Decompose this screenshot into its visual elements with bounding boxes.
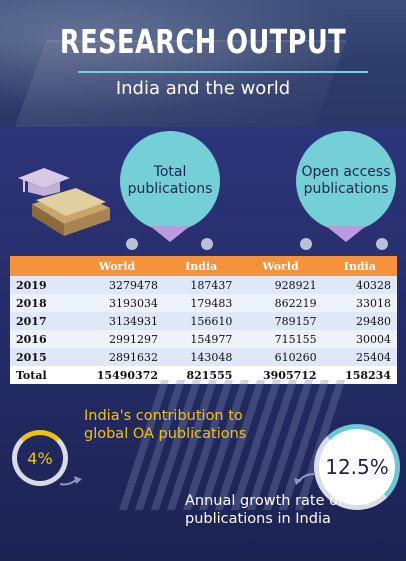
table-header	[10, 256, 70, 276]
table-header: World	[238, 256, 323, 276]
page-subtitle: India and the world	[115, 78, 291, 99]
open-access-bubble: Open access publications	[296, 131, 396, 231]
value-cell: 715155	[238, 330, 323, 348]
total-publications-label: Total publications	[127, 164, 213, 197]
value-cell: 40328	[322, 276, 397, 294]
publications-table: World India World India 2019 3279478 187…	[10, 256, 397, 384]
open-access-label: Open access publications	[301, 164, 391, 197]
total-value-cell: 158234	[322, 366, 397, 384]
contribution-value: 4%	[27, 448, 53, 468]
value-cell: 2991297	[70, 330, 165, 348]
table-row: 2018 3193034 179483 862219 33018	[10, 294, 397, 312]
growth-ring: 12.5%	[314, 424, 400, 510]
title-underline	[78, 71, 368, 73]
table-row: 2017 3134931 156610 789157 29480	[10, 312, 397, 330]
connector-dot	[300, 238, 312, 250]
table-row: 2019 3279478 187437 928921 40328	[10, 276, 397, 294]
value-cell: 29480	[322, 312, 397, 330]
page-title: RESEARCH OUTPUT	[59, 22, 347, 61]
table-total-row: Total 15490372 821555 3905712 158234	[10, 366, 397, 384]
year-cell: 2017	[10, 312, 70, 330]
value-cell: 3279478	[70, 276, 165, 294]
total-label-cell: Total	[10, 366, 70, 384]
table-header: India	[322, 256, 397, 276]
connector-dot	[126, 238, 138, 250]
arrow-icon	[59, 476, 82, 486]
total-publications-bubble: Total publications	[120, 131, 220, 231]
year-cell: 2016	[10, 330, 70, 348]
value-cell: 2891632	[70, 348, 165, 366]
books-graduation-cap-icon	[18, 168, 110, 236]
header-banner: RESEARCH OUTPUT India and the world	[0, 0, 406, 127]
table-header: India	[164, 256, 239, 276]
total-value-cell: 15490372	[70, 366, 165, 384]
bubble-pointer	[150, 226, 190, 242]
value-cell: 610260	[238, 348, 323, 366]
value-cell: 143048	[164, 348, 239, 366]
total-value-cell: 3905712	[238, 366, 323, 384]
connector-dot	[201, 238, 213, 250]
value-cell: 3134931	[70, 312, 165, 330]
value-cell: 3193034	[70, 294, 165, 312]
value-cell: 156610	[164, 312, 239, 330]
table-header: World	[70, 256, 165, 276]
connector-dot	[376, 238, 388, 250]
value-cell: 30004	[322, 330, 397, 348]
growth-label: Annual growth rate of OA publications in…	[185, 493, 369, 527]
year-cell: 2019	[10, 276, 70, 294]
year-cell: 2015	[10, 348, 70, 366]
table-header-row: World India World India	[10, 256, 397, 276]
value-cell: 862219	[238, 294, 323, 312]
contribution-label: India's contribution to global OA public…	[84, 408, 247, 442]
value-cell: 179483	[164, 294, 239, 312]
value-cell: 154977	[164, 330, 239, 348]
total-value-cell: 821555	[164, 366, 239, 384]
growth-value: 12.5%	[325, 455, 389, 479]
value-cell: 789157	[238, 312, 323, 330]
table-row: 2015 2891632 143048 610260 25404	[10, 348, 397, 366]
bubble-pointer	[326, 226, 366, 242]
value-cell: 928921	[238, 276, 323, 294]
contribution-ring: 4%	[12, 430, 68, 486]
value-cell: 33018	[322, 294, 397, 312]
table-row: 2016 2991297 154977 715155 30004	[10, 330, 397, 348]
value-cell: 187437	[164, 276, 239, 294]
value-cell: 25404	[322, 348, 397, 366]
arrow-icon	[294, 473, 315, 485]
year-cell: 2018	[10, 294, 70, 312]
